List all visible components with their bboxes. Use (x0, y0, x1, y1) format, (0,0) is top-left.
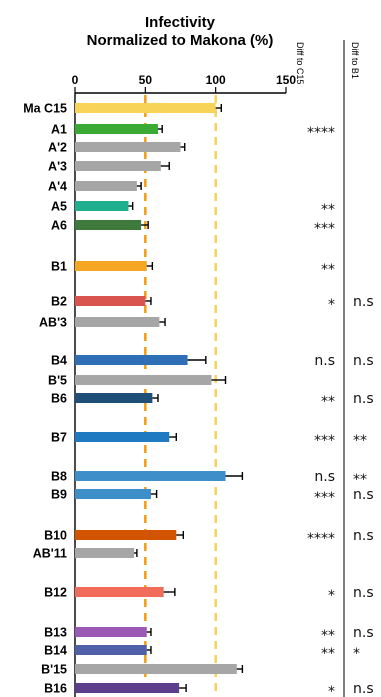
category-label-1: A1 (51, 123, 67, 137)
chart-grid: 0 50 100 150 (72, 40, 345, 697)
diff-b1-8: n.s (353, 294, 374, 310)
chart-title-line-1: Infectivity (145, 14, 216, 31)
x-tick-label-150: 150 (276, 73, 296, 87)
category-label-5: A5 (51, 200, 67, 214)
category-label-9: AB'3 (39, 316, 67, 330)
diff-c15-8: * (328, 297, 335, 313)
category-label-0: Ma C15 (23, 102, 67, 116)
diff-b1-15: n.s (353, 487, 374, 503)
diff-c15-16: **** (307, 531, 335, 547)
category-label-3: A'3 (48, 160, 67, 174)
bar-7 (75, 261, 147, 271)
bar-1 (75, 124, 158, 134)
significance-columns: ************ n.sn.s n.s** n.s*** **n.s ***** n… (307, 125, 374, 697)
bars: Ma C15 A1 A'2 A'3 A'4 A5 A6 B1 B2 AB'3 B4 B'5 B6 B7 B8… (23, 102, 244, 696)
bar-15 (75, 489, 151, 499)
bar-9 (75, 317, 160, 327)
category-label-17: AB'11 (33, 547, 67, 561)
bar-13 (75, 432, 170, 442)
diff-b1-18: n.s (353, 585, 374, 601)
diff-c15-10: n.s (314, 353, 335, 369)
diff-b1-20: * (353, 646, 360, 662)
diff-c15-18: * (328, 588, 335, 604)
x-tick-label-50: 50 (139, 73, 153, 87)
bar-6 (75, 220, 142, 230)
diff-c15-12: ** (321, 394, 335, 410)
reference-lines (144, 95, 217, 697)
category-label-7: B1 (51, 260, 67, 274)
category-label-6: A6 (51, 219, 67, 233)
category-label-18: B12 (44, 586, 67, 600)
category-label-19: B13 (44, 626, 67, 640)
bar-16 (75, 530, 177, 540)
category-label-20: B14 (44, 644, 67, 658)
chart-title-line-2: Normalized to Makona (%) (87, 32, 274, 49)
bar-12 (75, 393, 153, 403)
category-label-22: B16 (44, 682, 67, 696)
diff-b1-10: n.s (353, 353, 374, 369)
bar-2 (75, 142, 181, 152)
bar-11 (75, 375, 212, 385)
bar-0 (75, 103, 216, 113)
column-header-diff-b1: Diff to B1 (350, 42, 360, 79)
diff-b1-19: n.s (353, 625, 374, 641)
category-label-16: B10 (44, 529, 67, 543)
diff-b1-14: ** (353, 472, 367, 488)
category-label-10: B4 (51, 354, 67, 368)
bar-17 (75, 548, 135, 558)
diff-c15-22: * (328, 684, 335, 697)
category-label-11: B'5 (48, 374, 67, 388)
bar-20 (75, 645, 147, 655)
category-label-14: B8 (51, 470, 67, 484)
diff-c15-13: *** (314, 433, 335, 449)
diff-c15-5: ** (321, 202, 335, 218)
column-header-diff-c15: Diff to C15 (295, 42, 305, 84)
bar-5 (75, 201, 129, 211)
diff-b1-22: n.s (353, 681, 374, 697)
bar-8 (75, 296, 146, 306)
diff-c15-19: ** (321, 628, 335, 644)
x-tick-label-0: 0 (72, 73, 79, 87)
diff-c15-15: *** (314, 490, 335, 506)
bar-3 (75, 161, 161, 171)
diff-b1-12: n.s (353, 391, 374, 407)
category-label-12: B6 (51, 392, 67, 406)
bar-22 (75, 683, 180, 693)
x-tick-label-100: 100 (206, 73, 226, 87)
bar-14 (75, 471, 226, 481)
bar-18 (75, 587, 164, 597)
bar-19 (75, 627, 147, 637)
bar-4 (75, 181, 137, 191)
diff-c15-1: **** (307, 125, 335, 141)
diff-b1-13: ** (353, 433, 367, 449)
bar-10 (75, 355, 188, 365)
category-label-8: B2 (51, 295, 67, 309)
category-label-15: B9 (51, 488, 67, 502)
category-label-21: B'15 (41, 663, 67, 677)
diff-c15-7: ** (321, 262, 335, 278)
bar-21 (75, 664, 237, 674)
diff-c15-14: n.s (314, 469, 335, 485)
diff-b1-16: n.s (353, 528, 374, 544)
category-label-4: A'4 (48, 180, 67, 194)
diff-c15-6: *** (314, 221, 335, 237)
category-label-13: B7 (51, 431, 67, 445)
category-label-2: A'2 (48, 141, 67, 155)
diff-c15-20: ** (321, 646, 335, 662)
